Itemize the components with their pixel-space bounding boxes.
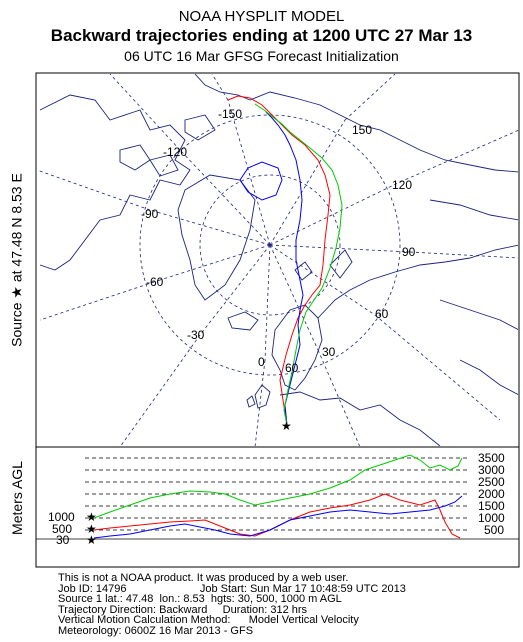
lon-label-m30: -30 — [187, 328, 205, 342]
meridian-30 — [269, 244, 319, 351]
trajectories — [227, 95, 343, 426]
coast-siberia-inner — [429, 199, 518, 221]
trajectory-red — [227, 95, 331, 426]
meridian-m120 — [179, 149, 271, 246]
lon-label-m150: -150 — [218, 107, 242, 121]
tick-1000: 1000 — [478, 511, 505, 525]
tick-2500: 2500 — [478, 475, 505, 489]
profile-frame — [35, 446, 520, 568]
footer-line-meteorology: Meteorology: 0600Z 16 Mar 2013 - GFS — [58, 624, 254, 637]
coast-novaya-zemlya — [329, 249, 353, 279]
lon-label-0: 0 — [258, 355, 265, 369]
footer-line-vertical-motion: Vertical Motion Calculation Method: Mode… — [58, 614, 359, 626]
lon-label-60: 60 — [375, 307, 389, 321]
meridian-90 — [269, 244, 411, 253]
tick-500: 500 — [484, 523, 504, 537]
meridian-120 — [269, 181, 401, 246]
tick-1500: 1500 — [478, 499, 505, 513]
coast-siberia — [249, 91, 518, 173]
plot-header: NOAA HYSPLIT MODEL Backward trajectories… — [0, 0, 523, 72]
profile-blue — [93, 495, 463, 539]
trajectory-blue — [265, 111, 304, 426]
lon-label-30: 30 — [322, 345, 336, 359]
start-star-1000-icon: ★ — [86, 510, 97, 524]
coast-island-a — [119, 144, 151, 171]
meridian-m30-ext — [120, 334, 201, 446]
left-tick-1000: 1000 — [48, 510, 75, 524]
coast-iceland — [227, 311, 259, 331]
trajectory-green — [254, 103, 343, 426]
lon-label-m90: -90 — [141, 207, 159, 221]
coast-ireland — [246, 395, 256, 408]
coastlines — [39, 74, 518, 446]
lat-circle-inner — [199, 174, 341, 316]
footer-line-disclaimer: This is not a NOAA product. It was produ… — [58, 572, 349, 584]
model-title: NOAA HYSPLIT MODEL — [178, 8, 345, 25]
left-tick-500: 500 — [52, 522, 72, 536]
meridian-m90-ext — [37, 169, 151, 211]
coast-island-b — [149, 154, 179, 177]
meridian-m30 — [199, 244, 271, 336]
left-tick-30: 30 — [56, 533, 70, 547]
map-frame — [35, 72, 520, 448]
tick-3000: 3000 — [478, 463, 505, 477]
profile-green — [93, 454, 463, 519]
right-ticks: 3500 3000 2500 2000 1500 1000 500 — [478, 451, 505, 537]
lon-label-120: 120 — [392, 178, 412, 192]
coast-greenland — [177, 174, 256, 301]
meridian-m150-ext — [211, 74, 229, 101]
meridian-m90 — [149, 209, 271, 246]
footer-line-direction: Trajectory Direction: Backward Duration:… — [58, 603, 308, 616]
meridian-60-ext — [374, 314, 501, 421]
tick-2000: 2000 — [478, 487, 505, 501]
height-profiles — [93, 454, 463, 539]
footer-line-source: Source 1 lat.: 47.48 lon.: 8.53 hgts: 30… — [58, 593, 342, 605]
meridian-120-ext — [399, 130, 518, 183]
start-star-500-icon: ★ — [86, 522, 97, 536]
lon-label-m120: -120 — [163, 145, 187, 159]
trajectory-blue-loop — [239, 161, 283, 201]
coast-caspian — [459, 359, 518, 395]
meridian-m60 — [159, 244, 271, 281]
footer-line-job: Job ID: 14796 Job Start: Sun Mar 17 10:4… — [58, 582, 406, 595]
coast-russia — [317, 244, 518, 319]
coast-canada — [39, 94, 191, 271]
lon-label-m60: -60 — [146, 275, 164, 289]
meridian-m150 — [227, 99, 271, 246]
profile-gridlines — [85, 457, 470, 531]
coast-europe — [279, 391, 441, 446]
meridian-90-ext — [409, 251, 518, 259]
meridian-m60-ext — [39, 279, 161, 321]
left-ticks: 1000 500 30 ★ ★ ★ — [48, 510, 97, 547]
source-star-icon: ★ — [281, 419, 292, 433]
coast-scandinavia — [271, 304, 323, 391]
coast-central-asia — [439, 299, 518, 330]
profile-panel: 3500 3000 2500 2000 1500 1000 500 1000 5… — [36, 451, 519, 547]
longitude-labels: -150 150 -120 120 -90 90 -60 60 -30 30 0… — [141, 107, 416, 375]
coast-island-c — [184, 114, 216, 141]
meridian-150 — [269, 119, 346, 246]
lon-label-60-inner: 60 — [285, 361, 299, 375]
coast-alaska — [194, 74, 251, 101]
initialization-line: 06 UTC 16 Mar GFSG Forecast Initializati… — [124, 48, 399, 64]
coast-uk — [254, 384, 271, 409]
tick-3500: 3500 — [478, 451, 505, 465]
lon-label-150: 150 — [352, 123, 372, 137]
meridian-150-ext — [344, 74, 396, 121]
meridian-m120-ext — [109, 74, 181, 151]
map-area — [37, 74, 518, 446]
meridian-0 — [264, 244, 271, 361]
trajectory-title: Backward trajectories ending at 1200 UTC… — [50, 26, 473, 45]
coast-svalbard — [294, 261, 313, 281]
start-star-30-icon: ★ — [86, 533, 97, 547]
lon-label-90: 90 — [402, 245, 416, 259]
meridians — [37, 74, 518, 446]
meridian-0-ext — [254, 359, 266, 446]
footer-notes: This is not a NOAA product. It was produ… — [58, 573, 498, 636]
